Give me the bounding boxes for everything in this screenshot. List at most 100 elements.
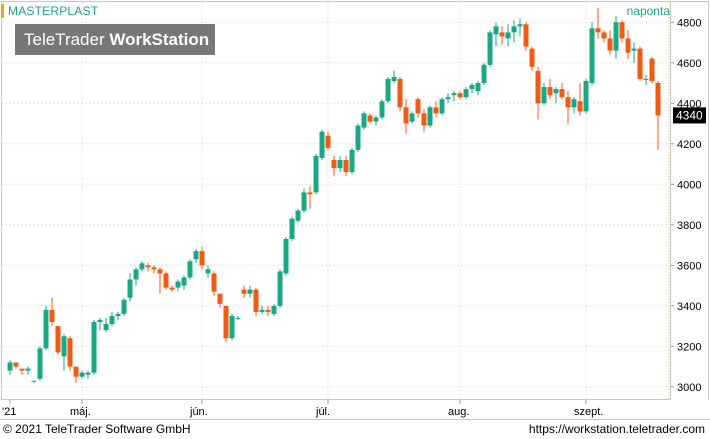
- candle: [91, 320, 97, 375]
- candle: [607, 30, 613, 55]
- price-axis: [671, 1, 709, 400]
- candle-body: [7, 362, 13, 371]
- candle: [487, 30, 493, 67]
- candle-body: [109, 315, 115, 325]
- candle-body: [439, 99, 445, 114]
- candle-body: [199, 251, 205, 266]
- candle: [409, 111, 415, 124]
- candle: [379, 99, 385, 120]
- candle: [541, 83, 547, 106]
- candle-body: [43, 309, 49, 349]
- candle-body: [325, 135, 331, 148]
- candle-body: [115, 313, 121, 316]
- candle-body: [67, 338, 73, 367]
- candle-body: [559, 89, 565, 98]
- candle: [403, 99, 409, 134]
- candle: [367, 113, 373, 124]
- candle: [313, 153, 319, 195]
- candle-body: [403, 107, 409, 124]
- candle-body: [313, 155, 319, 193]
- y-tick-label: 4400: [677, 98, 701, 110]
- candle-body: [121, 299, 127, 314]
- candle-body: [607, 38, 613, 51]
- candle-body: [451, 93, 457, 96]
- candle-body: [157, 269, 163, 274]
- candle: [205, 265, 211, 278]
- candle-body: [85, 372, 91, 375]
- candle: [37, 346, 43, 381]
- candle-body: [385, 78, 391, 102]
- candle-body: [505, 32, 511, 39]
- footer: © 2021 TeleTrader Software GmbH https://…: [0, 419, 710, 439]
- candle-body: [469, 85, 475, 90]
- candle: [241, 285, 247, 298]
- candle: [145, 263, 151, 272]
- y-tick-label: 3800: [677, 220, 701, 232]
- candle: [481, 62, 487, 86]
- candle: [187, 259, 193, 280]
- candle: [619, 20, 625, 43]
- candle-body: [595, 28, 601, 33]
- candle-body: [253, 289, 259, 312]
- candle: [181, 275, 187, 290]
- candle-body: [145, 265, 151, 268]
- candle: [127, 273, 133, 302]
- candle-body: [391, 76, 397, 81]
- y-tick-label: 4200: [677, 139, 701, 151]
- period-label[interactable]: naponta: [626, 4, 670, 18]
- last-price-label: 4340: [676, 108, 703, 122]
- candle: [523, 22, 529, 51]
- candle: [163, 271, 169, 290]
- candle: [457, 91, 463, 100]
- candle: [571, 97, 577, 114]
- candle: [319, 129, 325, 160]
- candle-body: [151, 267, 157, 270]
- candle: [115, 311, 121, 321]
- candle: [643, 74, 649, 86]
- candle: [559, 83, 565, 100]
- candle: [463, 87, 469, 100]
- candle: [631, 42, 637, 63]
- plot-area[interactable]: [1, 1, 671, 400]
- x-tick-label: aug.: [448, 406, 469, 418]
- candle: [259, 305, 265, 314]
- footer-link[interactable]: https://workstation.teletrader.com: [528, 422, 705, 436]
- candle: [265, 305, 271, 316]
- candle: [7, 360, 13, 375]
- copyright-text: © 2021 TeleTrader Software GmbH: [3, 422, 191, 436]
- candle-body: [343, 159, 349, 173]
- candle-body: [307, 192, 313, 195]
- candle: [109, 311, 115, 327]
- candle: [325, 131, 331, 150]
- candle: [601, 30, 607, 43]
- candle-body: [373, 117, 379, 122]
- candle: [25, 366, 31, 375]
- candle: [499, 26, 505, 45]
- candle-body: [133, 269, 139, 280]
- candle-body: [613, 22, 619, 51]
- candle: [337, 155, 343, 173]
- candle-body: [187, 261, 193, 278]
- candle-body: [103, 324, 109, 331]
- candle: [595, 8, 601, 39]
- candle-body: [601, 32, 607, 39]
- candle-body: [349, 149, 355, 173]
- candle-body: [583, 80, 589, 112]
- candle-body: [283, 238, 289, 274]
- x-tick-label: jún.: [189, 406, 208, 418]
- candle-body: [361, 113, 367, 128]
- candle: [373, 115, 379, 126]
- candle: [217, 293, 223, 308]
- candle: [283, 236, 289, 276]
- candle-body: [421, 113, 427, 126]
- candle: [151, 265, 157, 274]
- candle: [637, 46, 643, 81]
- candle-body: [511, 26, 517, 33]
- candle: [43, 305, 49, 351]
- candle: [193, 249, 199, 264]
- candle-body: [25, 368, 31, 371]
- candle: [529, 46, 535, 71]
- candle-body: [289, 218, 295, 239]
- candle: [391, 70, 397, 84]
- y-tick-label: 3400: [677, 301, 701, 313]
